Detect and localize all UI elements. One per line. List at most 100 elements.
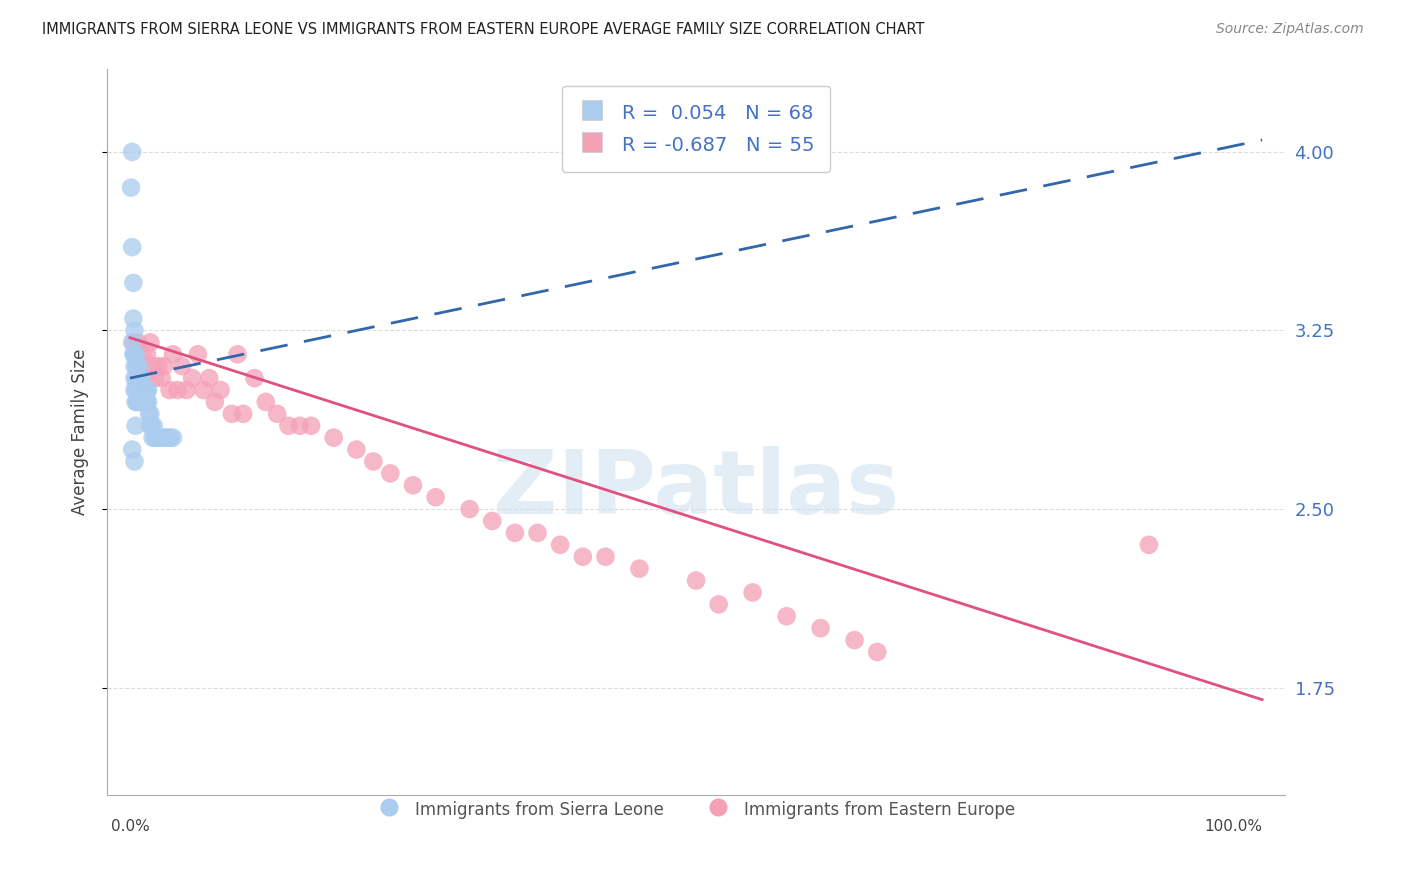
Point bbox=[157, 431, 180, 445]
Point bbox=[124, 383, 146, 397]
Point bbox=[380, 467, 402, 481]
Point bbox=[124, 454, 146, 468]
Point bbox=[125, 371, 148, 385]
Point bbox=[322, 431, 344, 445]
Point bbox=[526, 525, 548, 540]
Point bbox=[125, 383, 148, 397]
Point bbox=[226, 347, 249, 361]
Point bbox=[128, 383, 150, 397]
Point bbox=[138, 407, 160, 421]
Point bbox=[124, 371, 146, 385]
Point bbox=[198, 371, 221, 385]
Point bbox=[136, 383, 159, 397]
Point bbox=[125, 395, 148, 409]
Point bbox=[288, 418, 311, 433]
Point bbox=[176, 383, 198, 397]
Point bbox=[129, 383, 152, 397]
Point bbox=[572, 549, 595, 564]
Point bbox=[132, 395, 155, 409]
Point bbox=[162, 347, 184, 361]
Point bbox=[707, 598, 730, 612]
Point bbox=[121, 335, 143, 350]
Point bbox=[124, 371, 146, 385]
Point bbox=[124, 383, 146, 397]
Point bbox=[425, 490, 447, 504]
Y-axis label: Average Family Size: Average Family Size bbox=[72, 349, 89, 515]
Point bbox=[135, 395, 157, 409]
Point bbox=[128, 371, 150, 385]
Point bbox=[124, 347, 146, 361]
Point bbox=[866, 645, 889, 659]
Point bbox=[481, 514, 503, 528]
Point bbox=[143, 431, 166, 445]
Point bbox=[121, 442, 143, 457]
Point bbox=[135, 347, 157, 361]
Point bbox=[277, 418, 299, 433]
Point bbox=[363, 454, 385, 468]
Point bbox=[135, 383, 157, 397]
Point bbox=[135, 395, 157, 409]
Point bbox=[122, 311, 145, 326]
Point bbox=[139, 418, 162, 433]
Point bbox=[127, 371, 149, 385]
Point bbox=[129, 383, 152, 397]
Point bbox=[458, 502, 481, 516]
Point bbox=[127, 383, 149, 397]
Point bbox=[155, 431, 177, 445]
Point bbox=[125, 359, 148, 374]
Point bbox=[148, 359, 170, 374]
Point bbox=[122, 335, 145, 350]
Point bbox=[131, 347, 153, 361]
Point bbox=[131, 383, 153, 397]
Point bbox=[181, 371, 204, 385]
Point bbox=[595, 549, 617, 564]
Point bbox=[193, 383, 215, 397]
Point bbox=[209, 383, 232, 397]
Point bbox=[128, 359, 150, 374]
Point bbox=[150, 431, 173, 445]
Point bbox=[129, 383, 152, 397]
Point bbox=[148, 431, 170, 445]
Point bbox=[129, 371, 152, 385]
Point bbox=[142, 418, 165, 433]
Point bbox=[124, 324, 146, 338]
Point bbox=[121, 240, 143, 254]
Point bbox=[129, 371, 152, 385]
Point bbox=[810, 621, 832, 635]
Point bbox=[124, 347, 146, 361]
Point bbox=[344, 442, 367, 457]
Point bbox=[204, 395, 226, 409]
Text: ZIPatlas: ZIPatlas bbox=[494, 446, 900, 533]
Point bbox=[299, 418, 322, 433]
Point bbox=[143, 371, 166, 385]
Point bbox=[128, 371, 150, 385]
Point bbox=[139, 335, 162, 350]
Point bbox=[685, 574, 707, 588]
Point bbox=[162, 431, 184, 445]
Point bbox=[134, 371, 156, 385]
Text: Source: ZipAtlas.com: Source: ZipAtlas.com bbox=[1216, 22, 1364, 37]
Point bbox=[127, 335, 149, 350]
Point bbox=[129, 359, 152, 374]
Point bbox=[129, 395, 152, 409]
Point bbox=[132, 383, 155, 397]
Point bbox=[145, 431, 167, 445]
Point bbox=[844, 633, 866, 648]
Point bbox=[503, 525, 526, 540]
Point bbox=[221, 407, 243, 421]
Point bbox=[142, 431, 165, 445]
Point bbox=[187, 347, 209, 361]
Point bbox=[159, 383, 181, 397]
Point bbox=[122, 347, 145, 361]
Point bbox=[122, 276, 145, 290]
Point bbox=[148, 431, 170, 445]
Point bbox=[120, 180, 142, 194]
Point bbox=[232, 407, 254, 421]
Point bbox=[150, 371, 173, 385]
Point bbox=[125, 359, 148, 374]
Point bbox=[775, 609, 797, 624]
Point bbox=[132, 395, 155, 409]
Point bbox=[548, 538, 571, 552]
Point bbox=[141, 418, 163, 433]
Point bbox=[153, 359, 176, 374]
